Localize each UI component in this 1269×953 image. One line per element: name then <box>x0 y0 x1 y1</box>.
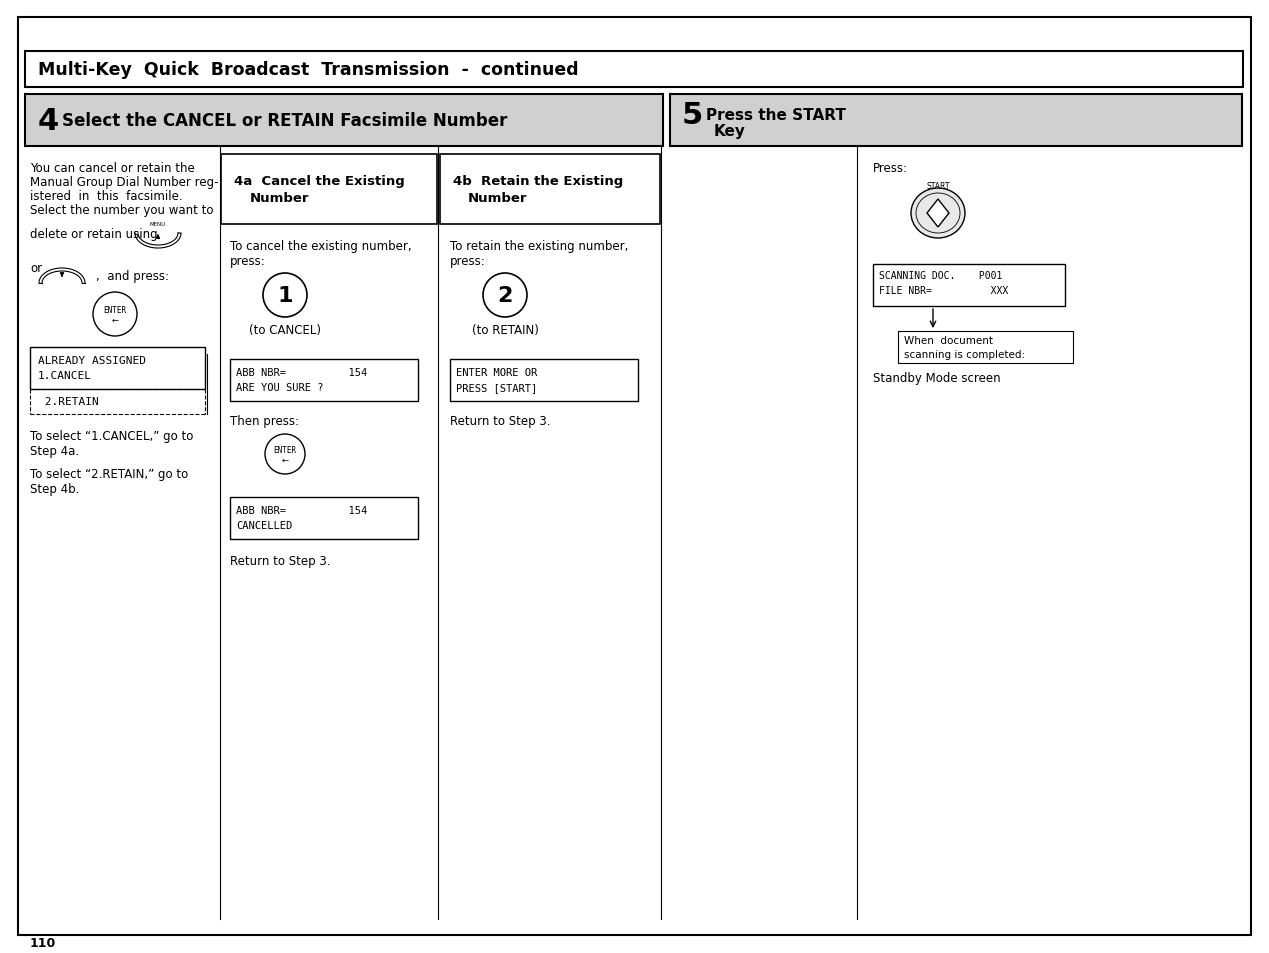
Bar <box>25 95 662 147</box>
Text: (to CANCEL): (to CANCEL) <box>249 324 321 336</box>
Text: Key: Key <box>714 124 746 139</box>
Ellipse shape <box>916 193 961 233</box>
Bar <box>25 52 1244 88</box>
Text: FILE NBR=          XXX: FILE NBR= XXX <box>879 286 1009 295</box>
Bar <box>440 154 660 225</box>
Circle shape <box>93 293 137 336</box>
Text: ABB NBR=          154: ABB NBR= 154 <box>236 505 367 516</box>
Text: You can cancel or retain the: You can cancel or retain the <box>30 162 194 174</box>
Text: Return to Step 3.: Return to Step 3. <box>230 555 330 567</box>
Text: To select “2.RETAIN,” go to: To select “2.RETAIN,” go to <box>30 468 188 480</box>
Text: When  document: When document <box>904 335 994 346</box>
Text: 5: 5 <box>681 100 703 130</box>
Text: Step 4a.: Step 4a. <box>30 444 79 457</box>
Text: SCANNING DOC.    P001: SCANNING DOC. P001 <box>879 271 1003 281</box>
Text: ARE YOU SURE ?: ARE YOU SURE ? <box>236 382 324 393</box>
Text: ENTER: ENTER <box>273 446 297 455</box>
Text: or: or <box>30 262 42 274</box>
Text: press:: press: <box>450 254 486 268</box>
Text: Select the number you want to: Select the number you want to <box>30 204 213 216</box>
Text: Number: Number <box>468 192 528 205</box>
Text: Number: Number <box>250 192 310 205</box>
Bar <box>873 265 1065 307</box>
Bar <box>230 497 418 539</box>
Ellipse shape <box>911 189 964 239</box>
Text: Return to Step 3.: Return to Step 3. <box>450 415 551 428</box>
Text: (to RETAIN): (to RETAIN) <box>472 324 538 336</box>
Text: 4b  Retain the Existing: 4b Retain the Existing <box>453 174 623 188</box>
Text: ALREADY ASSIGNED: ALREADY ASSIGNED <box>38 355 146 366</box>
Text: Select the CANCEL or RETAIN Facsimile Number: Select the CANCEL or RETAIN Facsimile Nu… <box>62 112 508 130</box>
Bar <box>898 332 1074 364</box>
Text: scanning is completed:: scanning is completed: <box>904 350 1025 359</box>
Text: 2: 2 <box>497 286 513 306</box>
Text: ←: ← <box>112 315 118 324</box>
Circle shape <box>263 274 307 317</box>
Text: START: START <box>926 182 949 191</box>
Text: Step 4b.: Step 4b. <box>30 482 80 496</box>
Text: press:: press: <box>230 254 265 268</box>
Text: PRESS [START]: PRESS [START] <box>456 382 537 393</box>
Text: 2.RETAIN: 2.RETAIN <box>38 396 99 407</box>
Text: 1.CANCEL: 1.CANCEL <box>38 371 91 380</box>
Text: To cancel the existing number,: To cancel the existing number, <box>230 240 411 253</box>
Text: ENTER: ENTER <box>104 306 127 315</box>
Circle shape <box>265 435 305 475</box>
Bar <box>450 359 638 401</box>
Text: ,  and press:: , and press: <box>96 270 169 283</box>
Polygon shape <box>926 200 949 228</box>
Text: CANCELLED: CANCELLED <box>236 520 292 531</box>
Text: MENU: MENU <box>150 222 166 227</box>
Text: Manual Group Dial Number reg-: Manual Group Dial Number reg- <box>30 175 218 189</box>
Text: istered  in  this  facsimile.: istered in this facsimile. <box>30 190 183 203</box>
Text: 1: 1 <box>277 286 293 306</box>
Text: To select “1.CANCEL,” go to: To select “1.CANCEL,” go to <box>30 430 193 442</box>
Text: Then press:: Then press: <box>230 415 299 428</box>
Text: ABB NBR=          154: ABB NBR= 154 <box>236 368 367 377</box>
Bar <box>230 359 418 401</box>
Text: ←: ← <box>282 455 288 464</box>
Text: To retain the existing number,: To retain the existing number, <box>450 240 628 253</box>
Bar <box>670 95 1242 147</box>
Bar <box>30 348 206 390</box>
Text: Multi-Key  Quick  Broadcast  Transmission  -  continued: Multi-Key Quick Broadcast Transmission -… <box>38 61 579 79</box>
Text: Press the START: Press the START <box>706 108 846 123</box>
Circle shape <box>483 274 527 317</box>
Bar <box>221 154 437 225</box>
Text: 4: 4 <box>38 107 60 135</box>
Text: 110: 110 <box>30 936 56 949</box>
Text: ENTER MORE OR: ENTER MORE OR <box>456 368 537 377</box>
Text: Press:: Press: <box>873 162 909 174</box>
Text: 4a  Cancel the Existing: 4a Cancel the Existing <box>233 174 405 188</box>
Text: Standby Mode screen: Standby Mode screen <box>873 372 1001 385</box>
Text: delete or retain using: delete or retain using <box>30 228 157 241</box>
